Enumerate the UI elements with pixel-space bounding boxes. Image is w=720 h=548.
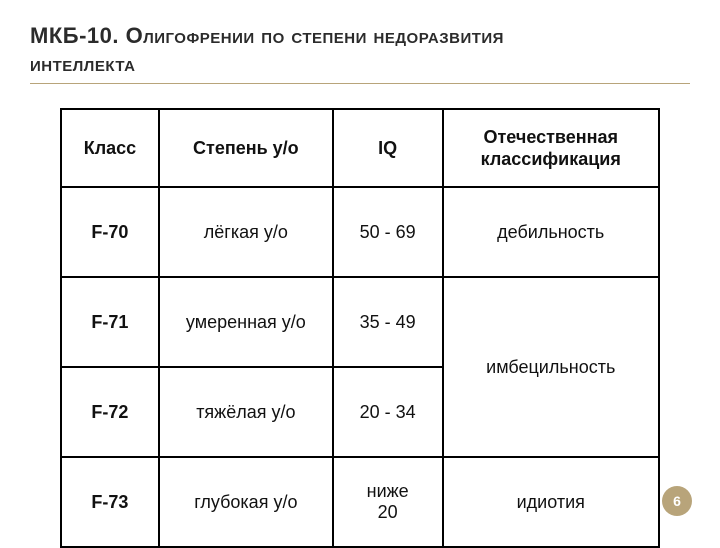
cell-domestic: дебильность: [443, 187, 660, 277]
cell-iq: 35 - 49: [333, 277, 443, 367]
slide-title: МКБ-10. Олигофрении по степени недоразви…: [30, 22, 690, 77]
cell-class: F-72: [61, 367, 159, 457]
slide: МКБ-10. Олигофрении по степени недоразви…: [0, 0, 720, 540]
table-row: F-70 лёгкая у/о 50 - 69 дебильность: [61, 187, 659, 277]
cell-degree: глубокая у/о: [159, 457, 333, 547]
classification-table: Класс Степень у/о IQ Отечественная класс…: [60, 108, 660, 548]
cell-class: F-70: [61, 187, 159, 277]
page-number-badge: 6: [662, 486, 692, 516]
col-header-domestic: Отечественная классификация: [443, 109, 660, 187]
title-line-1: МКБ-10. Олигофрении по степени недоразви…: [30, 23, 504, 48]
title-divider: [30, 83, 690, 84]
cell-iq-line1: ниже: [367, 481, 409, 501]
cell-class: F-73: [61, 457, 159, 547]
col-header-iq: IQ: [333, 109, 443, 187]
page-number: 6: [673, 493, 681, 509]
cell-domestic-merged: имбецильность: [443, 277, 660, 457]
cell-degree: лёгкая у/о: [159, 187, 333, 277]
col-header-degree: Степень у/о: [159, 109, 333, 187]
cell-iq: 50 - 69: [333, 187, 443, 277]
cell-degree: тяжёлая у/о: [159, 367, 333, 457]
cell-class: F-71: [61, 277, 159, 367]
cell-iq: 20 - 34: [333, 367, 443, 457]
title-line-2: интеллекта: [30, 51, 135, 76]
col-header-class: Класс: [61, 109, 159, 187]
cell-iq: ниже 20: [333, 457, 443, 547]
table-row: F-71 умеренная у/о 35 - 49 имбецильность: [61, 277, 659, 367]
cell-degree: умеренная у/о: [159, 277, 333, 367]
table-header-row: Класс Степень у/о IQ Отечественная класс…: [61, 109, 659, 187]
table-row: F-73 глубокая у/о ниже 20 идиотия: [61, 457, 659, 547]
cell-domestic: идиотия: [443, 457, 660, 547]
cell-iq-line2: 20: [378, 502, 398, 522]
